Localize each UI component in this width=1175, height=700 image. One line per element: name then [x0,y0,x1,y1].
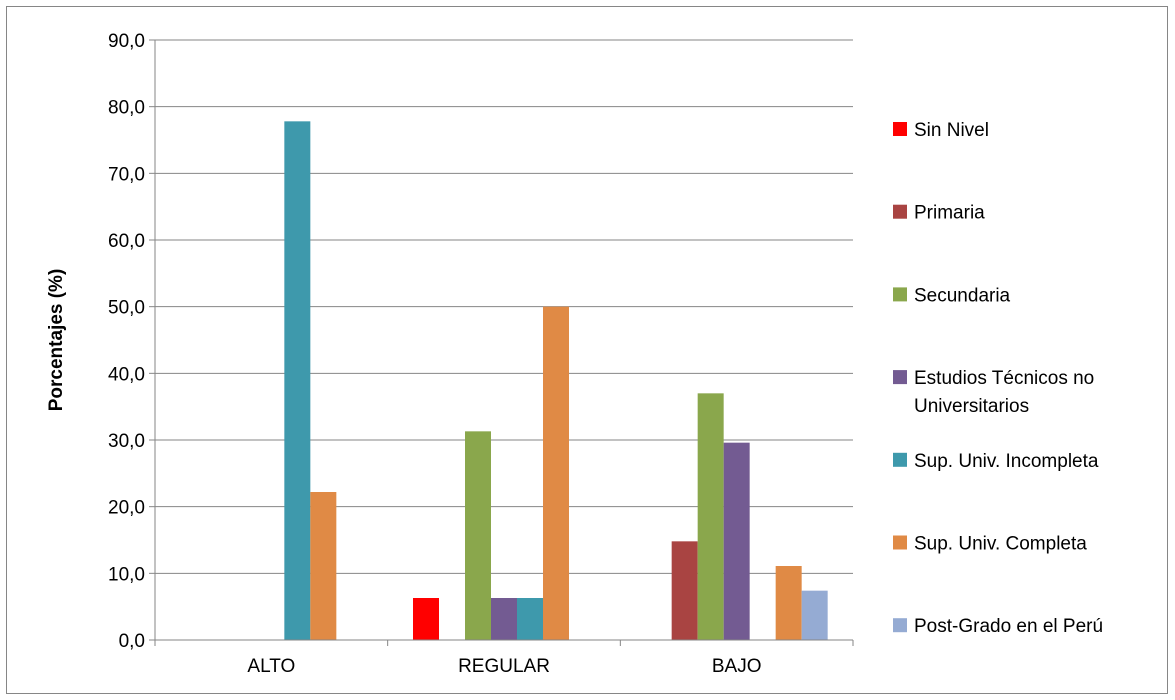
x-tick-label: ALTO [247,656,295,677]
y-tick-label: 70,0 [108,164,145,185]
legend-label: Sup. Univ. Incompleta [914,451,1099,472]
y-tick-labels: 0,0 10,0 20,0 30,0 40,0 50,0 60,0 70,0 80,0 90,0 [108,31,145,652]
legend-item: Sup. Univ. Completa [893,534,1087,555]
y-tick-label: 90,0 [108,31,145,52]
bar [697,393,724,640]
legend-swatch [893,535,907,550]
bar [801,590,828,640]
legend-label: Sin Nivel [914,120,989,141]
y-tick-label: 60,0 [108,231,145,252]
legend-swatch [893,370,907,385]
y-axis-label: Porcentajes (%) [46,269,67,412]
legend-item: Primaria [893,203,985,224]
bar [491,598,517,640]
legend-swatch [893,452,907,467]
y-tick-label: 50,0 [108,298,145,319]
legend-label: Secundaria [914,285,1011,306]
legend: Sin Nivel Primaria Secundaria Estudios Técn… [893,120,1103,637]
chart-frame [6,6,1168,694]
legend-label: Post-Grado en el Perú [914,616,1103,637]
legend-label: Primaria [914,203,985,224]
bar [310,492,337,640]
bar [517,598,543,640]
axes [154,40,854,646]
legend-label: Universitarios [914,396,1029,417]
legend-item: Post-Grado en el Perú [893,616,1103,637]
y-tick-label: 30,0 [108,431,145,452]
x-tick-label: REGULAR [458,656,550,677]
legend-item: Secundaria [893,285,1011,306]
bar [465,431,491,640]
y-tick-label: 20,0 [108,498,145,519]
bar [413,598,439,640]
gridlines [149,39,853,641]
legend-label: Sup. Univ. Completa [914,534,1087,555]
y-tick-label: 80,0 [108,98,145,119]
y-tick-label: 10,0 [108,564,145,585]
x-tick-label: BAJO [712,656,762,677]
legend-swatch [893,122,907,136]
y-tick-label: 0,0 [119,631,145,652]
y-tick-label: 40,0 [108,364,145,385]
legend-item: Sin Nivel [893,120,989,141]
x-tick-labels: ALTO REGULAR BAJO [247,656,761,677]
bar [284,121,311,641]
legend-swatch [893,287,907,302]
bars [284,121,828,641]
legend-item: Estudios Técnicos no Universitarios [893,368,1094,417]
bar [723,442,750,640]
legend-label: Estudios Técnicos no [914,368,1094,389]
bar [671,541,698,640]
bar [543,306,569,640]
legend-swatch [893,204,907,219]
bar [775,566,802,640]
legend-swatch [893,618,907,633]
legend-item: Sup. Univ. Incompleta [893,451,1099,472]
